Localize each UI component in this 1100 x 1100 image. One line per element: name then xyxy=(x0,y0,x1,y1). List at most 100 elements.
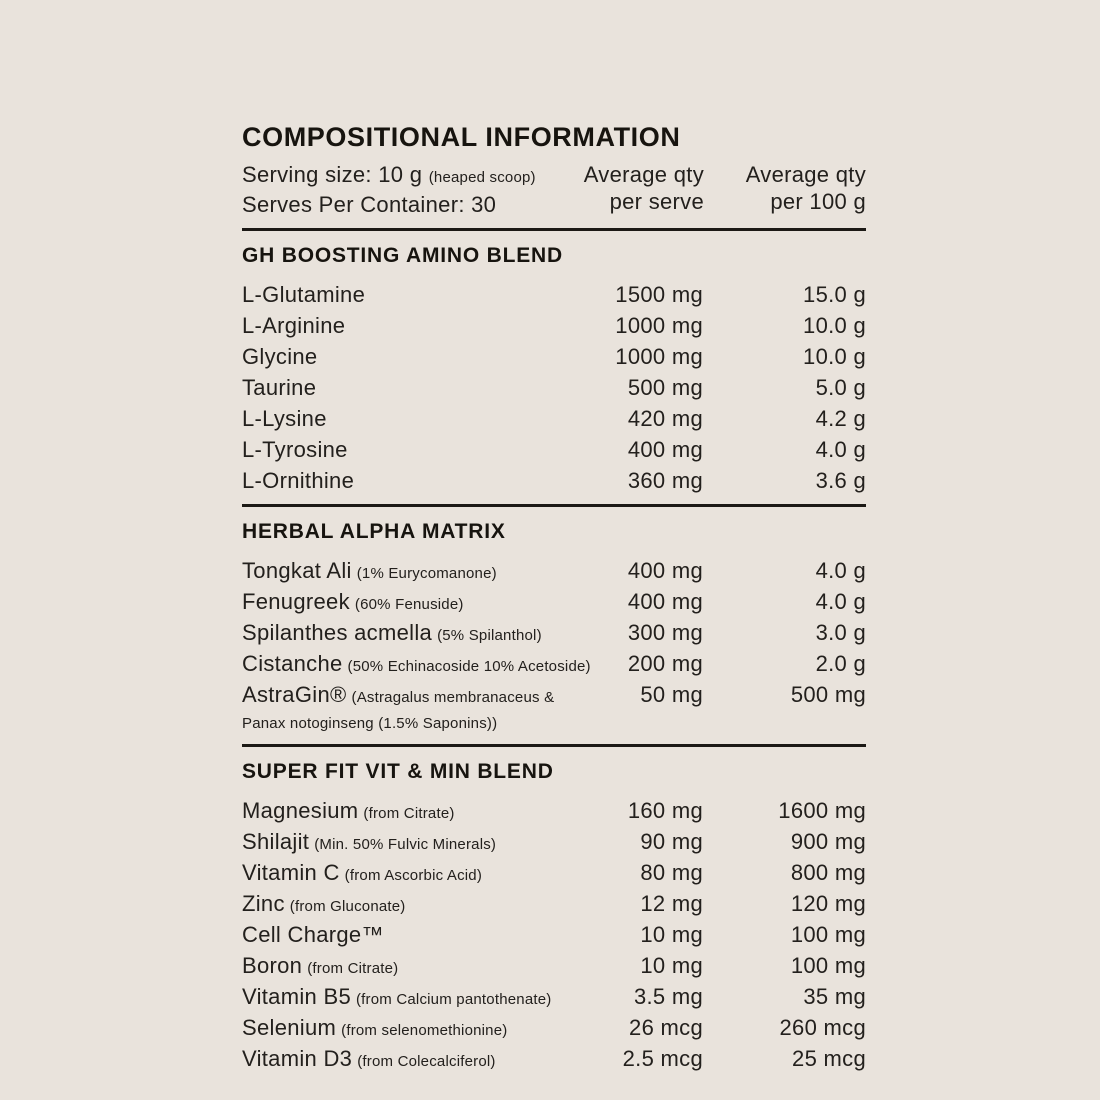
amount-per-serve: 50 mg xyxy=(640,682,703,707)
amount-per-100g: 2.0 g xyxy=(815,651,866,676)
ingredient-note: (from Citrate) xyxy=(307,960,399,977)
amount-per-100g: 4.0 g xyxy=(815,437,866,462)
section-title: GH BOOSTING AMINO BLEND xyxy=(242,244,563,267)
ingredient-row: Glycine 1000 mg 10.0 g xyxy=(242,344,866,370)
ingredient-name-cell: Shilajit (Min. 50% Fulvic Minerals) xyxy=(242,829,598,855)
ingredient-note: (from Calcium pantothenate) xyxy=(355,991,552,1008)
ingredient-row: Cistanche (50% Echinacoside 10% Acetoside… xyxy=(242,651,866,677)
column-header-per-100g-line1: Average qty xyxy=(745,162,866,187)
ingredient-name-cell: L-Tyrosine xyxy=(242,437,598,463)
ingredient-name: L-Lysine xyxy=(242,406,327,431)
ingredient-note: (from Gluconate) xyxy=(289,898,406,915)
amount-per-100g: 1600 mg xyxy=(778,798,866,823)
amount-per-serve: 160 mg xyxy=(627,798,703,823)
ingredient-name-cell: Cell Charge™ xyxy=(242,922,598,948)
ingredient-row: Vitamin C (from Ascorbic Acid) 80 mg 800 mg xyxy=(242,860,866,886)
amount-per-100g: 15.0 g xyxy=(803,282,866,307)
ingredient-row: Fenugreek (60% Fenuside) 400 mg 4.0 g xyxy=(242,589,866,615)
amount-per-serve: 1000 mg xyxy=(615,313,703,338)
ingredient-row: AstraGin® (Astragalus membranaceus & Pana… xyxy=(242,682,866,734)
amount-per-serve: 10 mg xyxy=(640,922,703,947)
ingredient-row: Tongkat Ali (1% Eurycomanone) 400 mg 4.0 g xyxy=(242,558,866,584)
ingredient-name-cell: Tongkat Ali (1% Eurycomanone) xyxy=(242,558,598,584)
ingredient-name: Vitamin D3 xyxy=(242,1046,353,1071)
ingredient-name: L-Ornithine xyxy=(242,468,355,493)
serving-size-label: Serving size: 10 g xyxy=(242,162,423,187)
ingredient-row: L-Arginine 1000 mg 10.0 g xyxy=(242,313,866,339)
ingredient-name-cell: Spilanthes acmella (5% Spilanthol) xyxy=(242,620,598,646)
ingredient-row: Shilajit (Min. 50% Fulvic Minerals) 90 mg 9… xyxy=(242,829,866,855)
ingredient-name-cell: Fenugreek (60% Fenuside) xyxy=(242,589,598,615)
ingredient-row: L-Glutamine 1500 mg 15.0 g xyxy=(242,282,866,308)
amount-per-100g: 900 mg xyxy=(790,829,866,854)
ingredient-name-cell: Boron (from Citrate) xyxy=(242,953,598,979)
amount-per-100g: 4.0 g xyxy=(815,558,866,583)
ingredient-row: Spilanthes acmella (5% Spilanthol) 300 mg 3… xyxy=(242,620,866,646)
column-header-per-serve: Average qty per serve xyxy=(554,161,704,215)
amount-per-100g: 5.0 g xyxy=(815,375,866,400)
amount-per-100g: 4.0 g xyxy=(815,589,866,614)
amount-per-serve: 1500 mg xyxy=(615,282,703,307)
serving-header: Serving size: 10 g (heaped scoop) Serves… xyxy=(242,161,866,218)
amount-per-serve: 80 mg xyxy=(640,860,703,885)
amount-per-serve: 400 mg xyxy=(627,589,703,614)
amount-per-serve: 200 mg xyxy=(627,651,703,676)
ingredient-name-cell: AstraGin® (Astragalus membranaceus & Pana… xyxy=(242,682,598,734)
ingredient-name: Magnesium xyxy=(242,798,359,823)
ingredient-row: Vitamin B5 (from Calcium pantothenate) 3.5… xyxy=(242,984,866,1010)
ingredient-row: L-Lysine 420 mg 4.2 g xyxy=(242,406,866,432)
column-header-per-100g-line2: per 100 g xyxy=(770,189,866,214)
ingredient-name: Boron xyxy=(242,953,303,978)
ingredient-note: (Min. 50% Fulvic Minerals) xyxy=(314,836,497,853)
ingredient-row: Cell Charge™ 10 mg 100 mg xyxy=(242,922,866,948)
ingredient-name: Spilanthes acmella xyxy=(242,620,433,645)
ingredient-name: Cistanche xyxy=(242,651,343,676)
ingredient-name: Vitamin B5 xyxy=(242,984,351,1009)
ingredient-name-cell: Glycine xyxy=(242,344,598,370)
serving-size-note: (heaped scoop) xyxy=(428,169,536,186)
ingredient-row: Zinc (from Gluconate) 12 mg 120 mg xyxy=(242,891,866,917)
amount-per-100g: 100 mg xyxy=(790,922,866,947)
serves-per-container: Serves Per Container: 30 xyxy=(242,192,497,217)
section-divider xyxy=(242,744,866,747)
amount-per-100g: 260 mcg xyxy=(779,1015,866,1040)
ingredient-row: Selenium (from selenomethionine) 26 mcg 260… xyxy=(242,1015,866,1041)
amount-per-100g: 100 mg xyxy=(790,953,866,978)
ingredient-name-cell: L-Ornithine xyxy=(242,468,598,494)
ingredient-name: Tongkat Ali xyxy=(242,558,352,583)
ingredient-name: AstraGin® xyxy=(242,682,347,707)
section-divider xyxy=(242,228,866,231)
sections-container: GH BOOSTING AMINO BLEND L-Glutamine 1500 m… xyxy=(242,228,866,1072)
amount-per-serve: 26 mcg xyxy=(629,1015,703,1040)
ingredient-name: Vitamin C xyxy=(242,860,340,885)
amount-per-100g: 10.0 g xyxy=(803,344,866,369)
amount-per-100g: 120 mg xyxy=(790,891,866,916)
ingredient-note: (60% Fenuside) xyxy=(354,596,464,613)
column-header-per-serve-line2: per serve xyxy=(609,189,704,214)
amount-per-serve: 300 mg xyxy=(627,620,703,645)
ingredient-row: Boron (from Citrate) 10 mg 100 mg xyxy=(242,953,866,979)
ingredient-name: Selenium xyxy=(242,1015,337,1040)
amount-per-100g: 25 mcg xyxy=(792,1046,866,1071)
amount-per-serve: 12 mg xyxy=(640,891,703,916)
ingredient-name: L-Tyrosine xyxy=(242,437,348,462)
amount-per-serve: 500 mg xyxy=(627,375,703,400)
ingredient-name-cell: Vitamin C (from Ascorbic Acid) xyxy=(242,860,598,886)
ingredient-note: (50% Echinacoside 10% Acetoside) xyxy=(347,658,591,675)
ingredient-name-cell: L-Lysine xyxy=(242,406,598,432)
serving-size-line: Serving size: 10 g (heaped scoop) xyxy=(242,161,554,191)
ingredient-name-cell: Magnesium (from Citrate) xyxy=(242,798,598,824)
ingredient-name: L-Arginine xyxy=(242,313,346,338)
amount-per-100g: 500 mg xyxy=(790,682,866,707)
serving-info: Serving size: 10 g (heaped scoop) Serves… xyxy=(242,161,554,218)
amount-per-100g: 10.0 g xyxy=(803,313,866,338)
ingredient-note: (from Ascorbic Acid) xyxy=(344,867,483,884)
ingredient-name-cell: Taurine xyxy=(242,375,598,401)
ingredient-name: Fenugreek xyxy=(242,589,350,614)
section-title: SUPER FIT VIT & MIN BLEND xyxy=(242,760,554,783)
ingredient-name-cell: Vitamin D3 (from Colecalciferol) xyxy=(242,1046,598,1072)
amount-per-serve: 10 mg xyxy=(640,953,703,978)
ingredient-name: Zinc xyxy=(242,891,285,916)
ingredient-row: L-Tyrosine 400 mg 4.0 g xyxy=(242,437,866,463)
ingredient-name: Cell Charge™ xyxy=(242,922,384,947)
